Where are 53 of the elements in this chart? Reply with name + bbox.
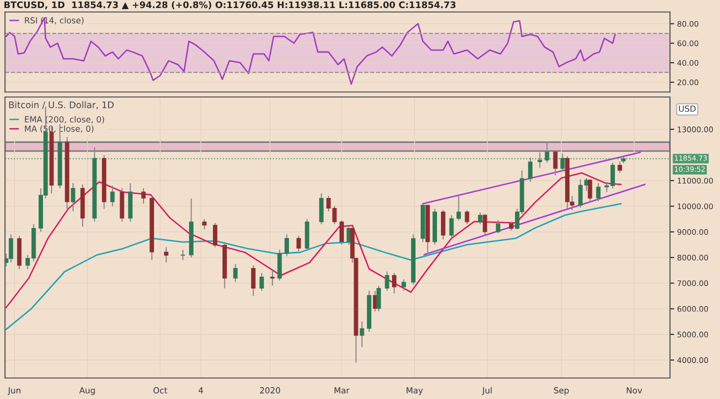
candlestick [553, 149, 558, 176]
candlestick [560, 153, 565, 172]
legend-label: EMA (200, close, 0) [24, 116, 104, 124]
candlestick [8, 234, 14, 264]
candlestick [449, 214, 454, 238]
candlestick [482, 213, 488, 235]
x-tick-label: Nov [626, 387, 642, 394]
candlestick [202, 218, 207, 230]
x-tick-label: Aug [79, 387, 95, 396]
candlestick [496, 220, 500, 234]
candlestick [141, 188, 146, 204]
candlestick [110, 185, 115, 207]
candlestick [618, 160, 622, 174]
candlestick [456, 195, 461, 221]
x-tick-label: Jul [482, 387, 492, 396]
candlestick [212, 222, 218, 248]
candlestick [402, 278, 406, 292]
x-tick-label: Oct [153, 387, 168, 394]
candlestick [376, 285, 381, 312]
line-series [6, 202, 622, 330]
candlestick [384, 271, 390, 292]
candlestick [440, 210, 446, 240]
candlestick [70, 182, 76, 212]
candlestick [251, 264, 256, 297]
x-tick-label: May [406, 387, 423, 396]
candlestick [233, 263, 238, 282]
candlestick [588, 178, 592, 203]
x-tick-label: Sep [554, 387, 569, 396]
candlestick [180, 249, 186, 261]
line-series [6, 172, 622, 308]
x-tick-label: Mar [334, 387, 350, 394]
chart-title: BTCUSD, 1D 11854.73 ▲ +94.28 (+0.8%) O:11760.45 H:11938.11 L:11685.00 C:11854.73 [4, 1, 456, 10]
candlestick [538, 152, 542, 168]
x-tick-label: 4 [198, 387, 203, 394]
candlestick [339, 220, 344, 246]
candlestick [296, 235, 301, 252]
x-tick-label: Jun [8, 387, 20, 396]
candlestick [544, 142, 550, 164]
candlestick [259, 272, 264, 292]
candlestick [284, 234, 289, 257]
candlestick [478, 212, 482, 225]
line-series [6, 17, 616, 85]
candlestick [164, 246, 168, 264]
candlestick [596, 182, 601, 202]
candlestick [392, 272, 396, 294]
chart-title: Bitcoin / U.S. Dollar, 1D [9, 101, 114, 110]
candlestick [270, 270, 275, 286]
candlestick [464, 210, 470, 225]
y-axis-title: USD [679, 105, 696, 112]
x-tick-label: 2020 [260, 387, 280, 394]
candlestick [319, 192, 324, 225]
candlestick [360, 321, 364, 348]
candlestick [528, 156, 533, 182]
